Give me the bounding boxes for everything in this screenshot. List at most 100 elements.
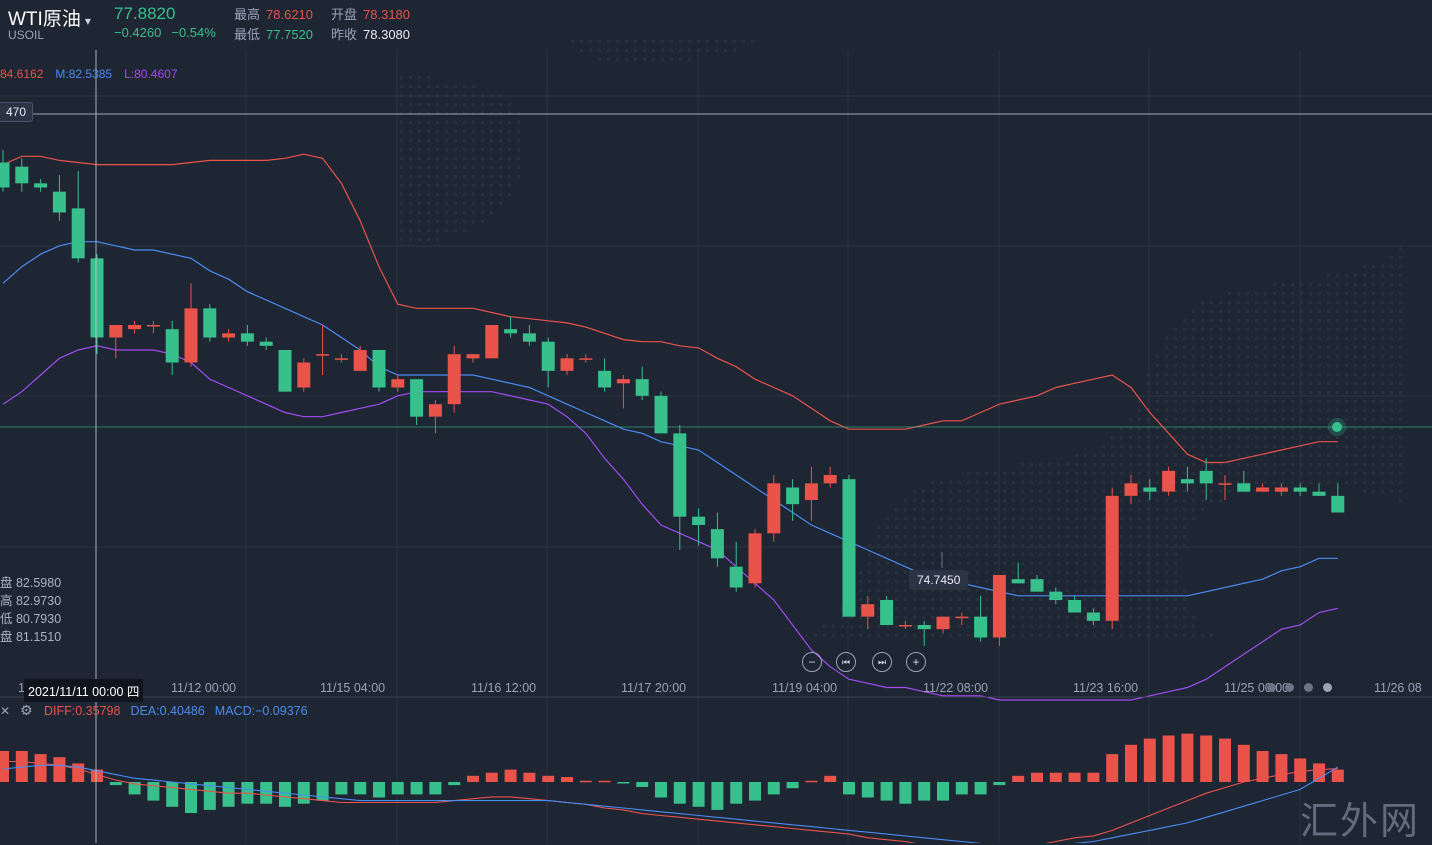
map-dot <box>1138 634 1141 637</box>
map-dot <box>418 238 421 241</box>
map-dot <box>895 634 898 637</box>
map-dot <box>1120 562 1123 565</box>
map-dot <box>1021 544 1024 547</box>
map-dot <box>1399 310 1402 313</box>
map-dot <box>1183 598 1186 601</box>
scroll-left-button[interactable]: ⏮ <box>836 652 856 672</box>
map-dot <box>1399 382 1402 385</box>
zoom-out-button[interactable]: − <box>802 652 822 672</box>
map-dot <box>877 526 880 529</box>
map-dot <box>1174 445 1177 448</box>
page-dot[interactable] <box>1323 683 1332 692</box>
map-dot <box>499 139 502 142</box>
map-dot <box>679 40 682 43</box>
map-dot <box>1399 490 1402 493</box>
map-dot <box>1273 337 1276 340</box>
map-dot <box>967 580 970 583</box>
map-dot <box>661 49 664 52</box>
map-dot <box>1264 382 1267 385</box>
candle-body <box>353 350 367 371</box>
map-dot <box>409 112 412 115</box>
map-dot <box>1381 346 1384 349</box>
map-dot <box>1012 625 1015 628</box>
candle-body <box>1180 479 1194 484</box>
map-dot <box>1228 427 1231 430</box>
map-dot <box>940 598 943 601</box>
map-dot <box>1066 490 1069 493</box>
map-dot <box>1336 328 1339 331</box>
map-dot <box>1003 535 1006 538</box>
map-dot <box>1399 337 1402 340</box>
map-dot <box>1102 526 1105 529</box>
map-dot <box>1228 400 1231 403</box>
map-dot <box>1327 364 1330 367</box>
settings-icon[interactable]: ⚙ <box>20 702 33 718</box>
close-icon[interactable]: ✕ <box>0 704 11 718</box>
map-dot <box>1021 508 1024 511</box>
map-dot <box>949 562 952 565</box>
candle-body <box>992 575 1006 638</box>
map-dot <box>877 562 880 565</box>
symbol-selector[interactable]: WTI原油 ▾ <box>8 4 91 31</box>
map-dot <box>1102 535 1105 538</box>
map-dot <box>625 49 628 52</box>
map-dot <box>1156 589 1159 592</box>
map-dot <box>1345 445 1348 448</box>
map-dot <box>886 535 889 538</box>
candle-body <box>34 183 48 188</box>
map-dot <box>1237 436 1240 439</box>
map-dot <box>1372 292 1375 295</box>
map-dot <box>949 499 952 502</box>
map-dot <box>1093 454 1096 457</box>
map-dot <box>418 130 421 133</box>
map-dot <box>1399 328 1402 331</box>
map-dot <box>1336 472 1339 475</box>
map-dot <box>1291 454 1294 457</box>
map-dot <box>1318 454 1321 457</box>
map-dot <box>985 508 988 511</box>
map-dot <box>1021 490 1024 493</box>
map-dot <box>517 148 520 151</box>
map-dot <box>1273 409 1276 412</box>
map-dot <box>886 580 889 583</box>
map-dot <box>1039 553 1042 556</box>
map-dot <box>895 580 898 583</box>
map-dot <box>1273 400 1276 403</box>
map-dot <box>1309 391 1312 394</box>
map-dot <box>922 616 925 619</box>
map-dot <box>1138 517 1141 520</box>
page-dot[interactable] <box>1285 683 1294 692</box>
map-dot <box>1264 310 1267 313</box>
map-dot <box>454 121 457 124</box>
scroll-right-button[interactable]: ⏭ <box>872 652 892 672</box>
map-dot <box>994 472 997 475</box>
map-dot <box>1327 418 1330 421</box>
page-dot[interactable] <box>1267 683 1276 692</box>
zoom-in-button[interactable]: + <box>906 652 926 672</box>
map-dot <box>1201 409 1204 412</box>
map-dot <box>985 544 988 547</box>
map-dot <box>1363 436 1366 439</box>
ohlc-high: 高 82.9730 <box>0 594 62 608</box>
page-dot[interactable] <box>1304 683 1313 692</box>
map-dot <box>976 544 979 547</box>
map-dot <box>1399 346 1402 349</box>
map-dot <box>1012 508 1015 511</box>
map-dot <box>1165 409 1168 412</box>
symbol-code: USOIL <box>8 28 45 42</box>
map-dot <box>1282 427 1285 430</box>
macd-bar <box>1313 763 1325 782</box>
map-dot <box>1156 562 1159 565</box>
map-dot <box>400 211 403 214</box>
map-dot <box>1084 517 1087 520</box>
macd-bar <box>711 782 724 810</box>
map-dot <box>985 499 988 502</box>
candle-body <box>1124 483 1138 496</box>
map-dot <box>1273 472 1276 475</box>
map-dot <box>1318 328 1321 331</box>
map-dot <box>1075 499 1078 502</box>
map-dot <box>922 553 925 556</box>
map-dot <box>1228 301 1231 304</box>
last-price-glow <box>1328 418 1346 436</box>
